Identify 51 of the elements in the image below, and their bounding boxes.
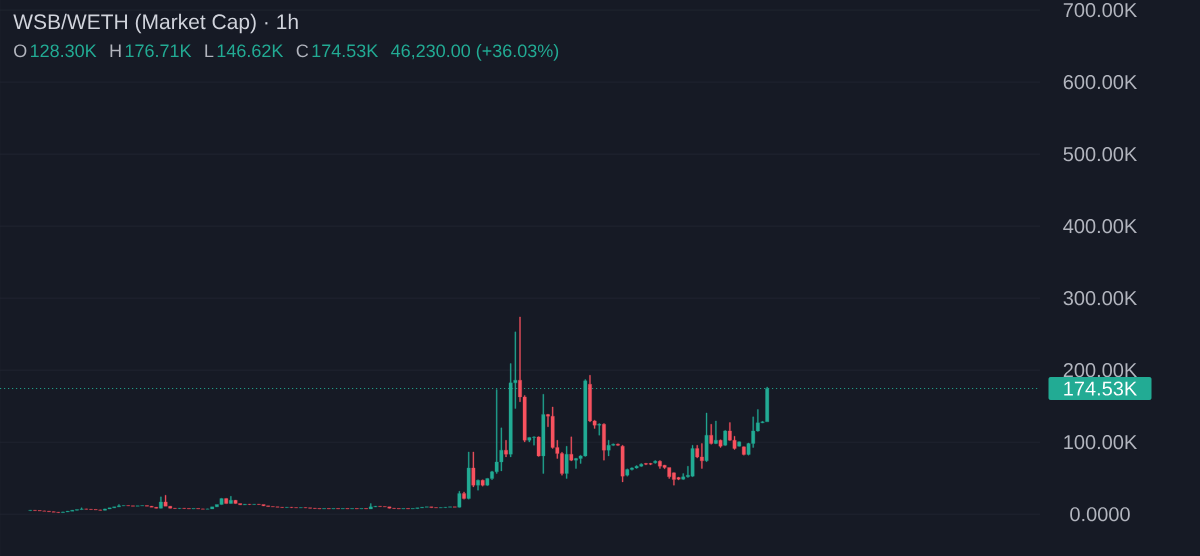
- candlestick: [243, 503, 247, 506]
- text: WSB/WETH (Market Cap) · 1h: [13, 13, 298, 34]
- candlestick: [466, 451, 471, 500]
- candlestick: [564, 446, 569, 479]
- annotation: 174.53K: [312, 44, 379, 58]
- candlestick: [602, 423, 606, 461]
- candlestick: [704, 412, 709, 462]
- ref-line-label: 174.53K: [1064, 381, 1138, 396]
- candlestick: [597, 423, 602, 436]
- candlestick: [504, 440, 508, 458]
- annotation: 146.62K: [217, 44, 284, 58]
- candlestick: [480, 479, 485, 487]
- candlestick: [476, 479, 480, 491]
- candlestick: [541, 394, 546, 474]
- annotation: 46,230.00 (+36.03%): [391, 43, 559, 61]
- y-tick-label: 300.00K: [1063, 291, 1138, 306]
- y-tick-label: 700.00K: [1063, 3, 1138, 18]
- annotation: 128.30K: [30, 44, 97, 58]
- y-tick-label: 0.0000: [1070, 507, 1130, 522]
- candlestick: [620, 445, 625, 483]
- candlestick: [653, 460, 658, 464]
- candlestick: [229, 496, 233, 504]
- candlestick: [742, 446, 746, 456]
- y-tick-label: 100.00K: [1064, 435, 1138, 450]
- candlestick: [714, 420, 718, 445]
- y-tick-label: 600.00K: [1063, 75, 1138, 90]
- y-tick-label: 200.00K: [1063, 363, 1138, 378]
- candlestick: [527, 437, 532, 443]
- candlestick: [79, 507, 84, 510]
- candlestick: [159, 496, 163, 509]
- candlestick: [690, 445, 695, 477]
- annotation: L: [205, 44, 214, 57]
- candlestick: [723, 430, 728, 446]
- candlestick: [569, 436, 574, 462]
- candlestick: [625, 468, 630, 477]
- annotation: O: [14, 44, 27, 58]
- candlestick: [224, 498, 229, 504]
- y-tick-label: 400.00K: [1063, 219, 1138, 234]
- annotation: 176.71K: [125, 44, 192, 58]
- candlestick: [462, 491, 466, 500]
- y-tick-label: 500.00K: [1063, 147, 1138, 162]
- candlestick: [718, 439, 723, 448]
- candlestick: [709, 424, 714, 445]
- candlestick: [737, 441, 742, 447]
- candlestick: [457, 491, 462, 508]
- candlestick: [536, 436, 541, 457]
- annotation: C: [296, 44, 309, 58]
- candlestick: [219, 498, 224, 505]
- candlestick: [648, 462, 653, 466]
- annotation: H: [110, 44, 121, 57]
- candlestick: [471, 451, 476, 488]
